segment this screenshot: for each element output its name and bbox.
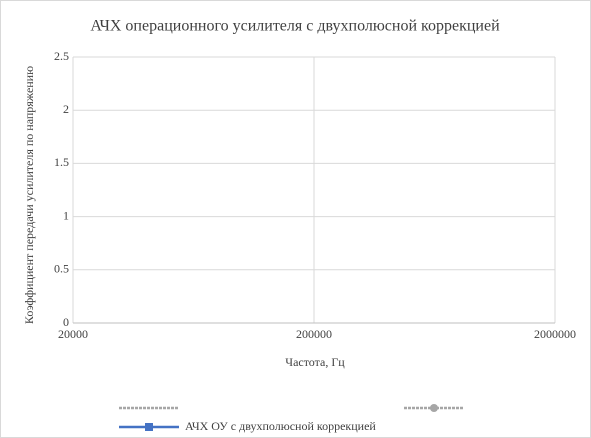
x-axis-label: Частота, Гц — [285, 355, 345, 369]
x-tick-label: 20000 — [58, 327, 88, 341]
y-tick-label: 0 — [63, 315, 69, 329]
legend-label: АЧХ ОУ с двухполюсной коррекцией — [185, 419, 376, 433]
y-tick-label: 1 — [63, 208, 69, 222]
legend-marker — [145, 423, 153, 431]
x-tick-label: 2000000 — [534, 327, 576, 341]
legend-marker — [430, 404, 438, 412]
y-tick-label: 2.5 — [54, 49, 69, 63]
y-tick-label: 2 — [63, 102, 69, 116]
y-tick-label: 1.5 — [54, 155, 69, 169]
chart-title: АЧХ операционного усилителя с двухполюсн… — [90, 18, 500, 35]
y-tick-label: 0.5 — [54, 262, 69, 276]
x-tick-label: 200000 — [296, 327, 332, 341]
y-axis-label: Коэффициент передачи усилителя по напряж… — [22, 66, 36, 324]
